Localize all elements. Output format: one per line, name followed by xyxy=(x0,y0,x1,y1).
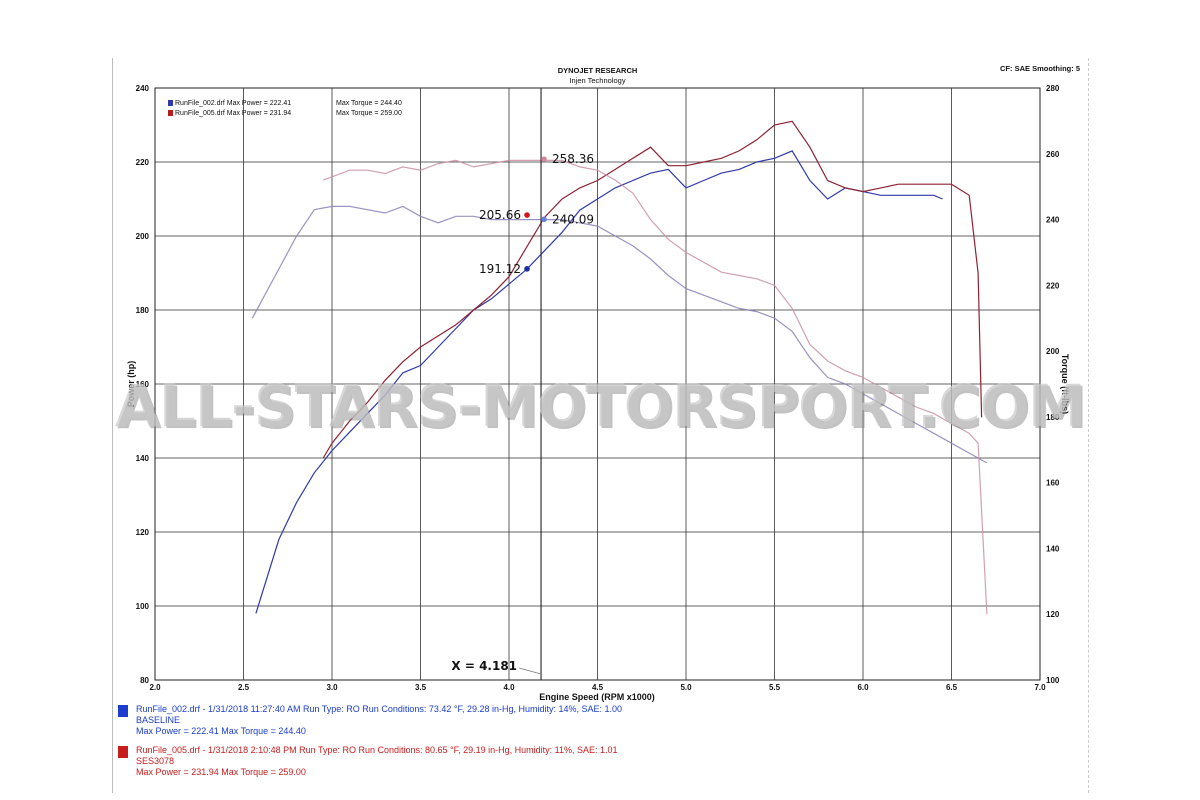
plot-border xyxy=(154,87,1041,681)
y2-tick-label: 220 xyxy=(1046,281,1060,290)
legend-entry-run-002: RunFile_002.drf Max Power = 222.41 Max T… xyxy=(168,100,402,107)
annotation-marker xyxy=(541,156,547,162)
legend-power-text: RunFile_002.drf Max Power = 222.41 xyxy=(175,100,292,107)
y-tick-label: 80 xyxy=(140,676,149,685)
settings-label: CF: SAE Smoothing: 5 xyxy=(1000,64,1080,73)
series-lines xyxy=(251,120,988,615)
y2-tick-label: 240 xyxy=(1046,216,1060,225)
x-tick-label: 4.0 xyxy=(503,683,515,692)
series-line-runfile-005-drf-power xyxy=(322,120,983,459)
y-tick-label: 240 xyxy=(136,84,150,93)
y-tick-label: 180 xyxy=(136,306,150,315)
y2-tick-label: 260 xyxy=(1046,150,1060,159)
y-tick-label: 100 xyxy=(136,602,150,611)
y2-tick-label: 120 xyxy=(1046,610,1060,619)
x-axis-label: Engine Speed (RPM x1000) xyxy=(539,692,655,702)
chart-title: DYNOJET RESEARCH xyxy=(557,66,638,75)
series-line-runfile-005-drf-torque xyxy=(322,159,988,615)
annotation-label: 240.09 xyxy=(552,212,594,226)
watermark: ALL-STARS-MOTORSPORT.COM xyxy=(115,372,1086,440)
y2-axis-label: Torque (ft-lbs) xyxy=(1060,354,1070,414)
legend-entry-run-005: RunFile_005.drf Max Power = 231.94 Max T… xyxy=(168,110,402,117)
x-tick-label: 2.5 xyxy=(238,683,250,692)
legend-swatch xyxy=(168,110,173,116)
x-tick-label: 5.5 xyxy=(769,683,781,692)
cursor-leader xyxy=(518,667,542,675)
x-tick-label: 6.5 xyxy=(946,683,958,692)
chart-frame xyxy=(112,58,1089,793)
legend-power-text: RunFile_005.drf Max Power = 231.94 xyxy=(175,110,292,117)
y2-tick-label: 280 xyxy=(1046,84,1060,93)
run-color-swatch xyxy=(118,746,128,758)
annotation-marker xyxy=(524,266,530,272)
y-tick-label: 140 xyxy=(136,454,150,463)
legend-torque-text: Max Torque = 259.00 xyxy=(336,110,402,117)
y2-tick-label: 100 xyxy=(1046,676,1060,685)
cursor: X = 4.181 xyxy=(451,88,542,680)
run-info-max: Max Power = 231.94 Max Torque = 259.00 xyxy=(136,767,306,777)
x-tick-label: 5.0 xyxy=(680,683,692,692)
series-line-runfile-002-drf-torque xyxy=(251,205,988,464)
run-info-name: BASELINE xyxy=(136,715,181,725)
x-tick-label: 6.0 xyxy=(857,683,869,692)
tick-labels: 2.0 2.5 3.0 3.5 4.0 4.5 5.0 5.5 6.0 6.5 7.0 80 100 12… xyxy=(136,84,1060,692)
y2-tick-label: 140 xyxy=(1046,544,1060,553)
chart-subtitle: Injen Technology xyxy=(569,76,626,85)
run-info-line: RunFile_002.drf - 1/31/2018 11:27:40 AM … xyxy=(136,704,623,714)
value-annotations: 258.36 205.66 240.09 191.12 xyxy=(479,152,594,276)
x-tick-label: 3.0 xyxy=(326,683,338,692)
run-info-line: RunFile_005.drf - 1/31/2018 2:10:48 PM R… xyxy=(136,745,618,755)
legend-swatch xyxy=(168,100,173,106)
x-tick-label: 7.0 xyxy=(1034,683,1046,692)
run-info-max: Max Power = 222.41 Max Torque = 244.40 xyxy=(136,726,306,736)
annotation-label: 258.36 xyxy=(552,152,594,166)
y-tick-label: 220 xyxy=(136,158,150,167)
annotation-marker xyxy=(524,212,530,218)
y-tick-label: 200 xyxy=(136,232,150,241)
y2-tick-label: 200 xyxy=(1046,347,1060,356)
y-tick-label: 120 xyxy=(136,528,150,537)
cursor-label: X = 4.181 xyxy=(451,659,517,673)
run-info-name: SES3078 xyxy=(136,756,175,766)
legend-torque-text: Max Torque = 244.40 xyxy=(336,100,402,107)
x-tick-label: 2.0 xyxy=(149,683,161,692)
y-tick-label: 160 xyxy=(136,380,150,389)
annotation-marker xyxy=(541,216,547,223)
annotation-label: 191.12 xyxy=(479,262,521,276)
x-tick-label: 4.5 xyxy=(592,683,604,692)
annotation-label: 205.66 xyxy=(479,208,521,222)
y2-tick-label: 180 xyxy=(1046,413,1060,422)
series-line-runfile-002-drf-power xyxy=(255,150,943,614)
x-tick-label: 3.5 xyxy=(415,683,427,692)
run-color-swatch xyxy=(118,705,128,717)
y2-tick-label: 160 xyxy=(1046,479,1060,488)
y-axis-label: Power (hp) xyxy=(126,361,136,408)
